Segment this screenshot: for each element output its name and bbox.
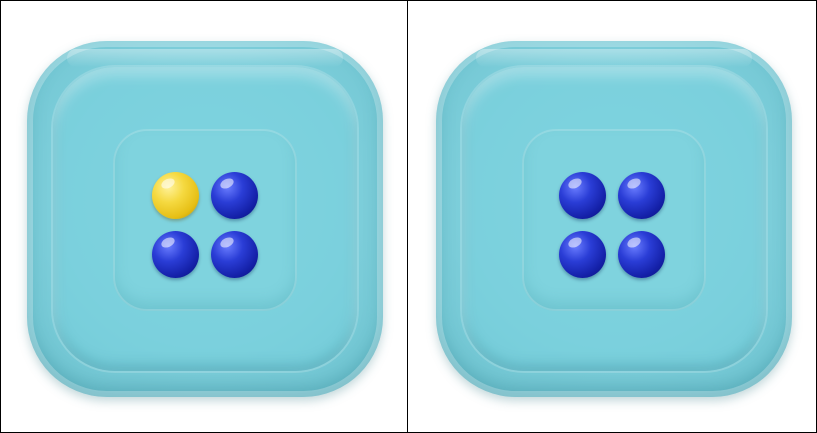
tray-rim [462, 67, 766, 371]
tray-gloss [67, 49, 343, 67]
tray-floor [113, 129, 297, 311]
ball-blue [559, 172, 606, 219]
ball-blue [618, 231, 665, 278]
right-panel [408, 1, 815, 432]
tray-gloss [476, 49, 752, 67]
tray [436, 41, 792, 397]
ball-blue [211, 172, 258, 219]
ball-blue [152, 231, 199, 278]
tray-rim [53, 67, 357, 371]
left-panel [1, 1, 408, 432]
ball-blue [211, 231, 258, 278]
ball-blue [618, 172, 665, 219]
tray-floor [522, 129, 706, 311]
ball-yellow [152, 172, 199, 219]
tray [27, 41, 383, 397]
ball-blue [559, 231, 606, 278]
